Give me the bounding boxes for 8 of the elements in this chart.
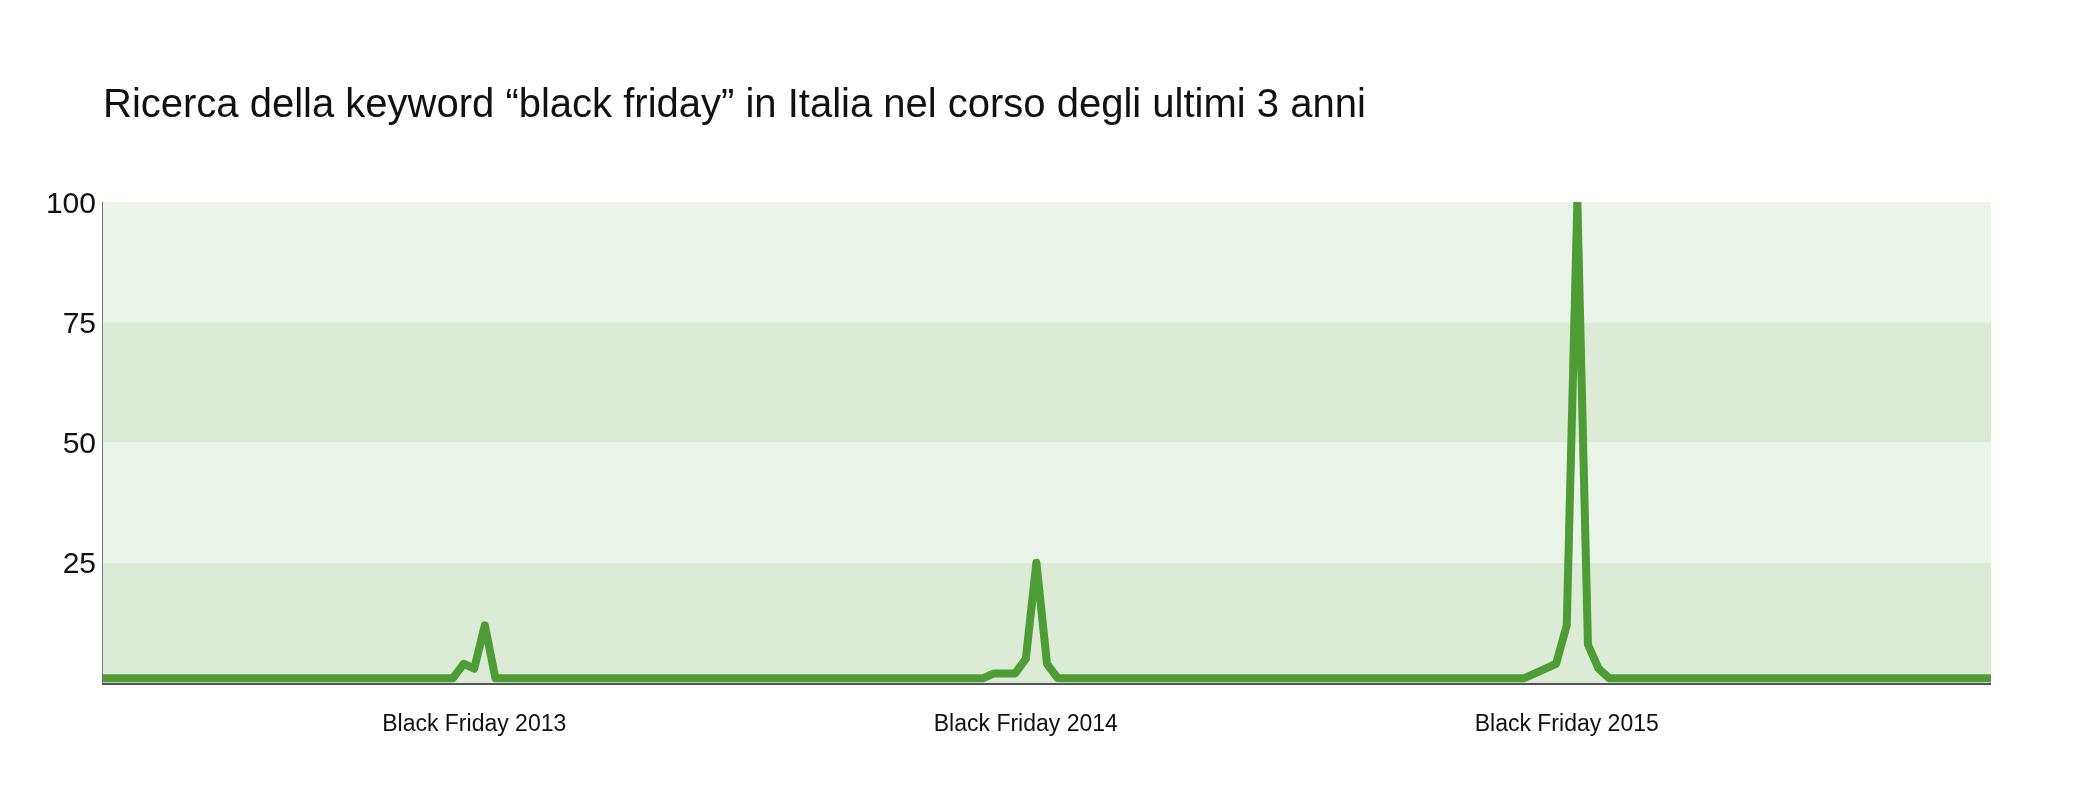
x-tick-label: Black Friday 2015 <box>1474 709 1659 736</box>
y-tick-label: 75 <box>62 305 96 339</box>
y-tick-label: 100 <box>45 185 96 219</box>
y-tick-label: 25 <box>62 546 96 580</box>
x-tick-label: Black Friday 2014 <box>933 709 1119 736</box>
y-tick-label: 50 <box>62 426 96 459</box>
chart-title: Ricerca della keyword “black friday” in Italia nel corso degli ultimi 3 anni <box>103 81 1366 126</box>
x-tick-label: Black Friday 2013 <box>382 709 567 736</box>
